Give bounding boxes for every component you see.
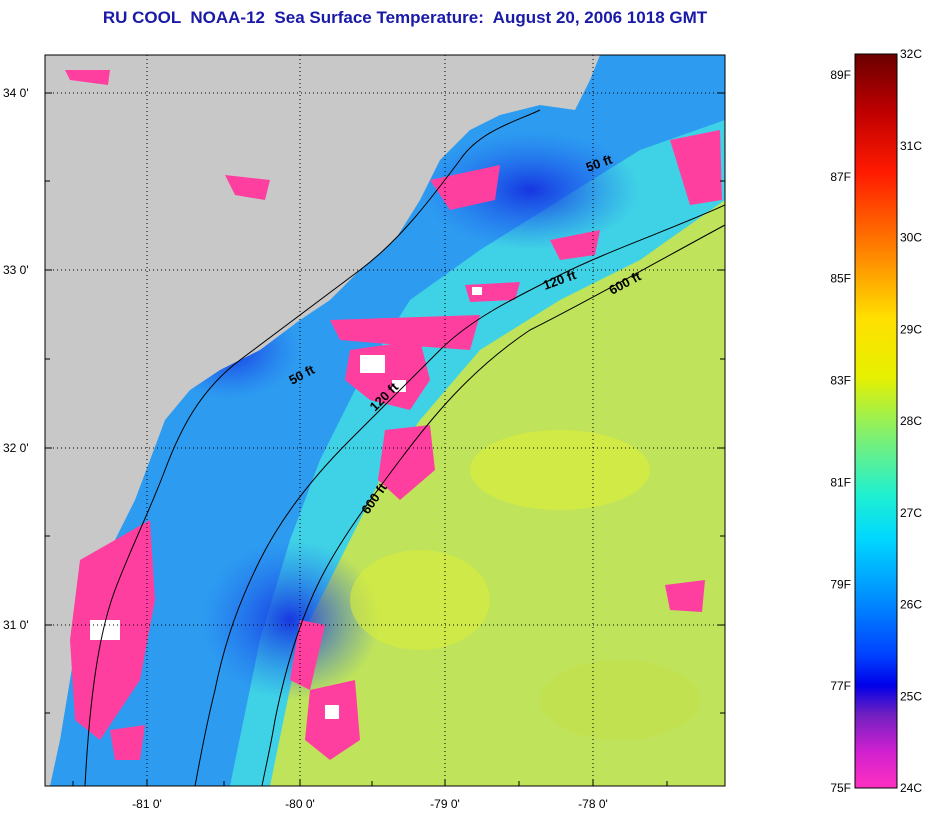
axis-ticks xyxy=(45,92,725,786)
map-title: RU COOL NOAA-12 Sea Surface Temperature:… xyxy=(102,8,708,27)
lon-label-80: -80 0' xyxy=(285,797,315,811)
contour-600ft xyxy=(261,224,725,786)
contour-120ft xyxy=(194,204,725,786)
lon-label-81: -81 0' xyxy=(132,797,162,811)
cloud-core-group xyxy=(90,287,482,719)
cloud-mask-group xyxy=(65,70,722,760)
lat-label-31: 31 0' xyxy=(3,618,29,632)
lat-label-34: 34 0' xyxy=(3,86,29,100)
contour-50ft xyxy=(84,109,541,786)
grid-lines xyxy=(45,55,725,786)
warm-patch xyxy=(470,430,650,510)
lon-label-78: -78 0' xyxy=(578,797,608,811)
lon-label-79: -79 0' xyxy=(430,797,460,811)
lat-label-33: 33 0' xyxy=(3,263,29,277)
cool-patch xyxy=(420,130,640,250)
lat-label-32: 32 0' xyxy=(3,441,29,455)
warm-patch xyxy=(540,660,700,740)
warm-patch xyxy=(350,550,490,650)
cool-patch xyxy=(200,540,380,700)
map-frame xyxy=(44,54,726,787)
land-area xyxy=(45,55,600,786)
